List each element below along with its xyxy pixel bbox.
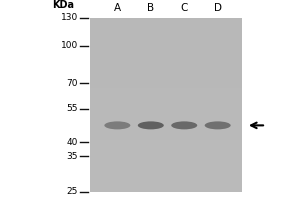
Bar — [90, 79, 242, 88]
Bar — [90, 166, 242, 175]
Bar — [90, 175, 242, 183]
Bar — [90, 131, 242, 140]
Ellipse shape — [205, 121, 231, 129]
Bar — [90, 183, 242, 192]
Bar — [90, 157, 242, 166]
Text: 55: 55 — [67, 104, 78, 113]
Bar — [90, 70, 242, 79]
Text: D: D — [214, 3, 222, 13]
Bar — [90, 62, 242, 70]
Bar — [90, 122, 242, 131]
Text: A: A — [114, 3, 121, 13]
Bar — [90, 18, 242, 27]
Text: 35: 35 — [67, 152, 78, 161]
Bar — [90, 88, 242, 96]
Text: 70: 70 — [67, 79, 78, 88]
Ellipse shape — [104, 121, 130, 129]
Bar — [90, 27, 242, 35]
Text: KDa: KDa — [52, 0, 74, 10]
Bar — [90, 35, 242, 44]
Bar — [90, 53, 242, 62]
Bar — [90, 44, 242, 53]
Text: 130: 130 — [61, 14, 78, 22]
Bar — [90, 148, 242, 157]
Text: C: C — [181, 3, 188, 13]
Bar — [90, 18, 242, 192]
Bar — [90, 96, 242, 105]
Text: 100: 100 — [61, 41, 78, 50]
Bar — [90, 114, 242, 122]
Text: 25: 25 — [67, 188, 78, 196]
Bar — [90, 105, 242, 114]
Bar — [90, 140, 242, 148]
Ellipse shape — [138, 121, 164, 129]
Ellipse shape — [171, 121, 197, 129]
Text: B: B — [147, 3, 155, 13]
Text: 40: 40 — [67, 138, 78, 147]
